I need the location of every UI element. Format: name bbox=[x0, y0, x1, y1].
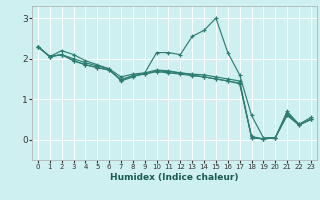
X-axis label: Humidex (Indice chaleur): Humidex (Indice chaleur) bbox=[110, 173, 239, 182]
